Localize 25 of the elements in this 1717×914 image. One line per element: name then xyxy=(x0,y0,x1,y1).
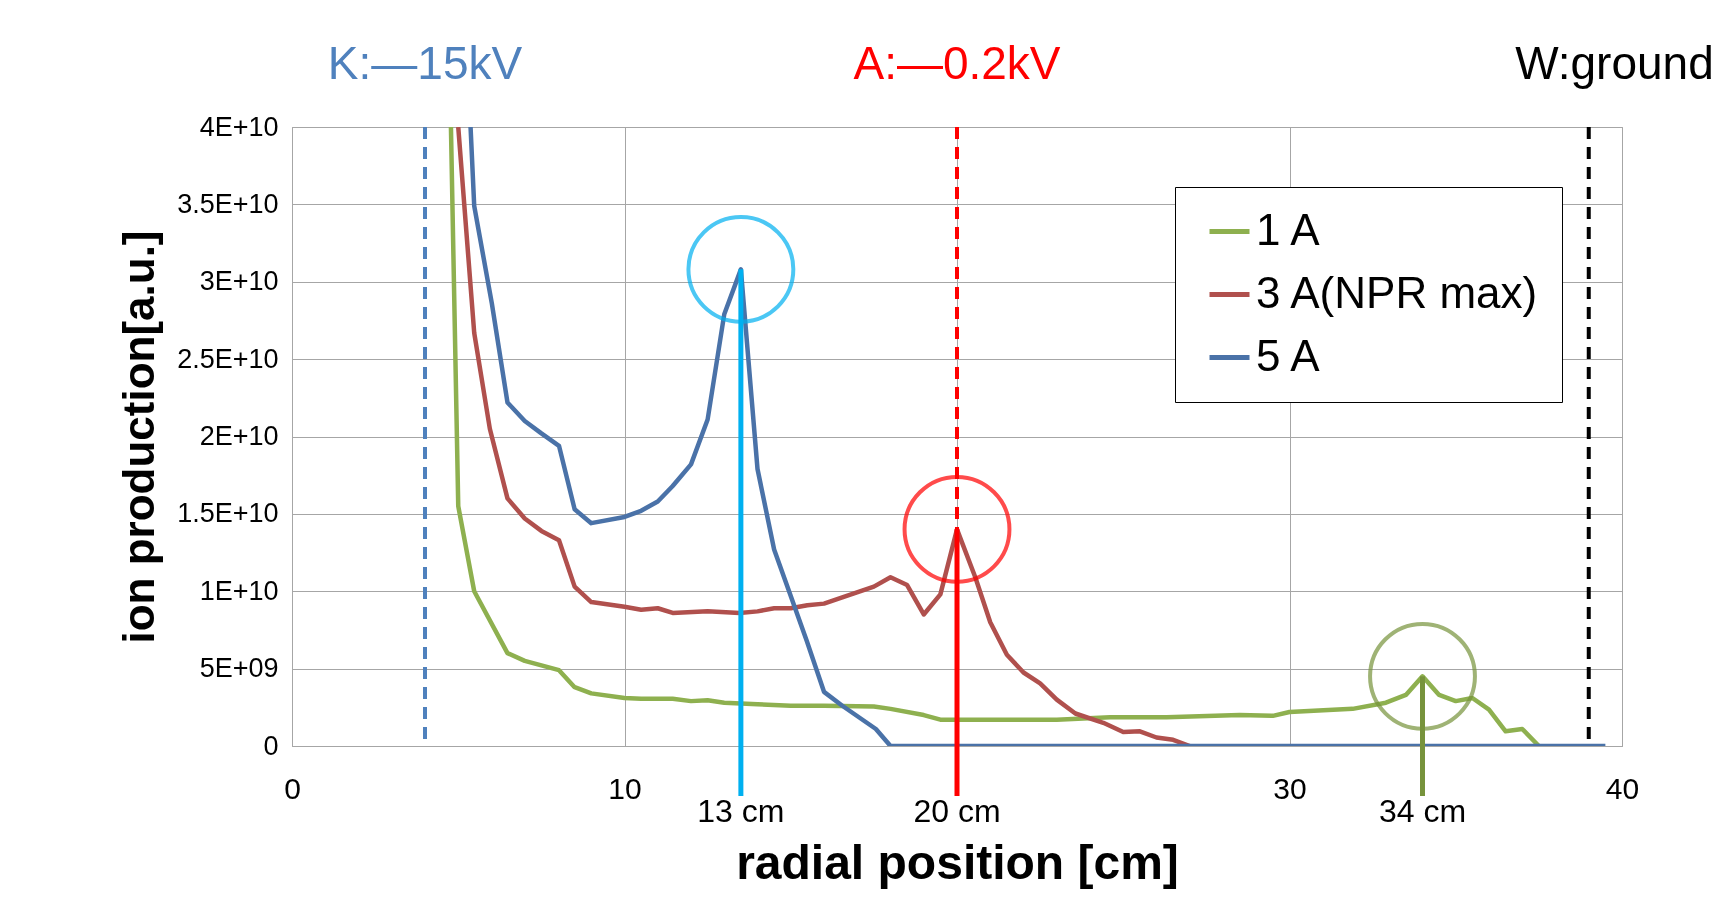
y-tick-label: 2E+10 xyxy=(199,421,279,451)
x-tick-label: 30 xyxy=(1273,771,1307,805)
line-series xyxy=(456,127,1192,746)
legend-label: 3 A(NPR max) xyxy=(1256,267,1538,317)
annotation: 13 cm xyxy=(697,793,785,829)
y-tick-label: 4E+10 xyxy=(199,111,279,142)
y-tick-label: 0 xyxy=(263,730,279,761)
x-axis-title: radial position [cm] xyxy=(736,835,1179,889)
y-axis-title: ion production[a.u.] xyxy=(114,230,164,644)
x-tick-label: 40 xyxy=(1605,771,1640,805)
annotation: 20 cm xyxy=(913,793,1001,829)
ref-line-label: K:—15kV xyxy=(327,37,523,89)
y-tick-label: 1.5E+10 xyxy=(177,498,279,529)
x-tick-label: 0 xyxy=(284,771,301,805)
y-tick-label: 3E+10 xyxy=(199,266,279,297)
ref-line-label: W:ground xyxy=(1515,37,1714,89)
y-tick-label: 5E+09 xyxy=(199,653,279,684)
y-tick-label: 1E+10 xyxy=(199,575,279,606)
legend-label: 1 A xyxy=(1256,204,1321,254)
x-tick-label: 10 xyxy=(608,771,642,805)
ref-line-label: A:—0.2kV xyxy=(853,37,1061,89)
y-tick-label: 2.5E+10 xyxy=(177,343,279,374)
legend-label: 5 A xyxy=(1256,330,1321,380)
annotation: 34 cm xyxy=(1378,793,1467,829)
y-tick-label: 3.5E+10 xyxy=(177,188,279,219)
